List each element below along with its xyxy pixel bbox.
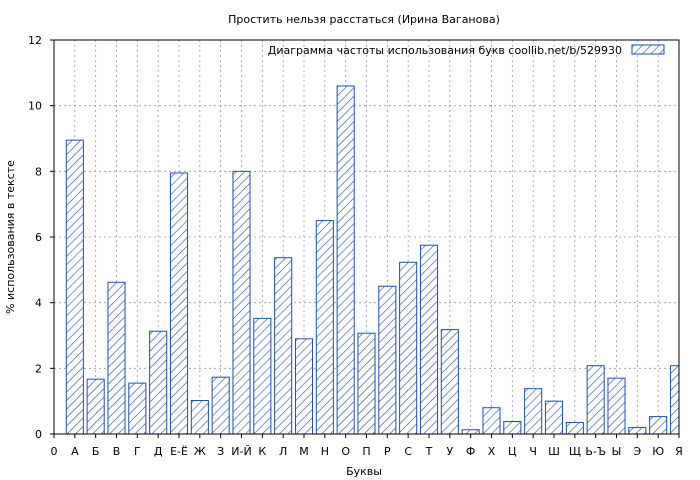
x-tick-label: Ф [466, 445, 475, 458]
y-tick-label: 0 [35, 428, 42, 441]
x-tick-label: Н [321, 445, 329, 458]
bar-Д [149, 330, 168, 435]
bar-Ч [524, 388, 543, 435]
y-tick-label: 2 [35, 362, 42, 375]
bar-group [65, 85, 680, 435]
bar-К [253, 317, 272, 435]
bar-Р [378, 285, 397, 435]
x-tick-label: О [341, 445, 350, 458]
x-tick-label: Д [154, 445, 163, 458]
x-tick-label: В [113, 445, 121, 458]
x-tick-label: С [404, 445, 412, 458]
bar-З [211, 376, 230, 435]
x-tick-label: Ц [508, 445, 517, 458]
x-tick-label: И-Й [231, 445, 251, 458]
bar-Ц [503, 421, 522, 435]
x-tick-label: Ж [194, 445, 206, 458]
y-tick-label: 12 [28, 34, 42, 47]
bar-С [399, 261, 418, 435]
y-tick-label: 4 [35, 297, 42, 310]
bar-Ж [190, 400, 209, 435]
bar-П [357, 332, 376, 435]
x-tick-label: Ы [612, 445, 622, 458]
bar-Ы [607, 377, 626, 435]
bar-Г [128, 382, 147, 435]
bar-И-Й [232, 170, 251, 435]
bar-Х [482, 407, 501, 435]
x-tick-label: Я [675, 445, 683, 458]
x-tick-label: Щ [569, 445, 581, 458]
x-tick-label: Б [92, 445, 100, 458]
bar-Щ [565, 422, 584, 435]
y-tick-label: 6 [35, 231, 42, 244]
x-tick-label: У [446, 445, 453, 458]
chart-title: Простить нельзя расстаться (Ирина Вагано… [228, 13, 500, 26]
x-tick-label: Р [384, 445, 391, 458]
x-tick-label: К [258, 445, 266, 458]
bar-Э [628, 426, 647, 435]
bar-Н [315, 220, 334, 435]
bar-Я [669, 365, 680, 435]
bar-Ш [544, 400, 564, 435]
bar-У [440, 329, 459, 435]
bar-Е-Ё [169, 172, 189, 435]
x-tick-label: А [71, 445, 79, 458]
x-tick-label: Т [425, 445, 433, 458]
y-tick-label: 8 [35, 165, 42, 178]
x-tick-label: М [299, 445, 309, 458]
bar-В [107, 281, 126, 435]
bar-Л [274, 257, 293, 435]
x-tick-label: 0 [51, 445, 58, 458]
x-tick-label: П [362, 445, 370, 458]
bar-Ф [461, 429, 480, 435]
legend-swatch [631, 44, 665, 55]
x-tick-label: Е-Ё [170, 445, 188, 458]
bar-Т [419, 244, 439, 435]
bar-Ь-Ъ [586, 365, 605, 435]
y-tick-label: 10 [28, 100, 42, 113]
x-tick-label: Ш [548, 445, 560, 458]
bar-О [336, 85, 355, 435]
legend-label: Диаграмма частоты использования букв coo… [268, 44, 622, 57]
y-axis-title: % использования в тексте [4, 160, 17, 314]
x-tick-label: Х [488, 445, 496, 458]
legend: Диаграмма частоты использования букв coo… [268, 44, 665, 57]
x-axis-title: Буквы [346, 465, 382, 478]
bar-Ю [649, 416, 668, 435]
x-tick-label: З [217, 445, 224, 458]
bar-Б [86, 378, 105, 435]
x-tick-label: Л [279, 445, 287, 458]
bar-М [294, 338, 314, 435]
x-tick-label: Ю [652, 445, 664, 458]
x-tick-label: Э [633, 445, 641, 458]
x-tick-label: Ч [529, 445, 537, 458]
bar-А [65, 139, 84, 435]
x-tick-label: Г [134, 445, 141, 458]
x-tick-label: Ь-Ъ [585, 445, 606, 458]
